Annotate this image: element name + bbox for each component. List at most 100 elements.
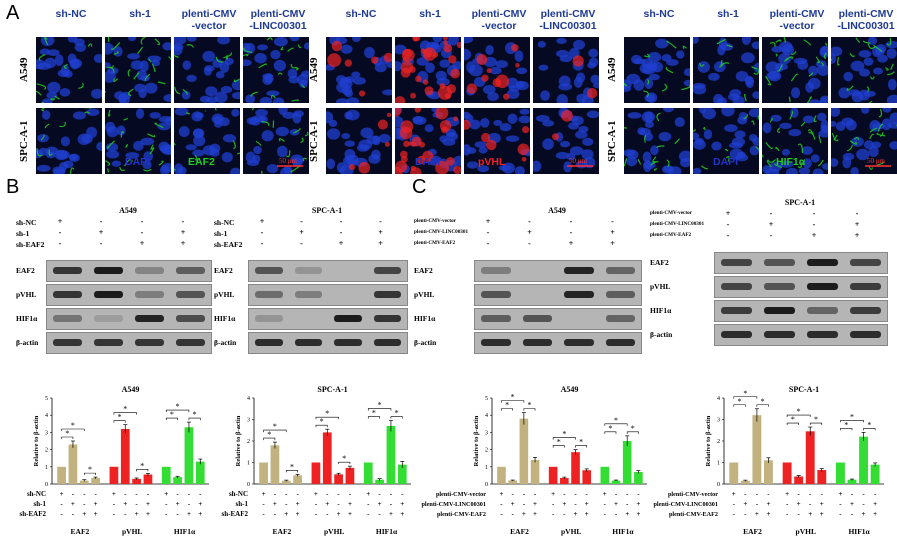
- condition-sign: -: [839, 510, 842, 518]
- marker-signal: [450, 68, 460, 79]
- condition-sign: -: [726, 231, 730, 240]
- nucleus: [679, 157, 690, 168]
- significance-star: *: [608, 424, 612, 433]
- condition-sign: -: [726, 220, 730, 229]
- fluorescence-image: [762, 37, 828, 103]
- nucleus: [651, 61, 664, 73]
- significance-star: *: [814, 415, 818, 424]
- condition-sign: -: [855, 209, 859, 218]
- condition-sign: -: [260, 228, 264, 237]
- condition-sign: -: [769, 231, 773, 240]
- condition-sign: -: [140, 228, 144, 237]
- marker-signal: [486, 139, 497, 151]
- nucleus: [231, 79, 240, 91]
- nucleus: [802, 158, 812, 169]
- condition-sign: -: [337, 490, 340, 498]
- nucleus: [186, 37, 197, 42]
- marker-signal: [243, 47, 253, 53]
- condition-sign: -: [262, 500, 265, 508]
- condition-sign: -: [367, 500, 370, 508]
- fluorescence-image: [693, 37, 759, 103]
- marker-signal: [443, 40, 448, 46]
- marker-signal: [395, 96, 406, 103]
- bar: [600, 466, 610, 484]
- nucleus: [382, 89, 392, 96]
- stain-marker-label: HIF1α: [776, 156, 806, 168]
- nucleus: [744, 75, 754, 86]
- marker-signal: [868, 166, 874, 170]
- bar: [560, 477, 569, 484]
- marker-signal: [624, 158, 628, 167]
- condition-sign: -: [135, 500, 138, 508]
- nucleus: [52, 168, 66, 174]
- nucleus: [644, 132, 654, 142]
- marker-signal: [703, 126, 706, 131]
- condition-sign: +: [614, 500, 618, 508]
- marker-signal: [790, 51, 797, 55]
- condition-sign: -: [637, 490, 640, 498]
- condition-label: sh-1: [34, 500, 47, 508]
- nucleus: [47, 49, 60, 57]
- marker-signal: [395, 108, 402, 117]
- nucleus: [149, 112, 161, 119]
- category-label: HIF1α: [848, 527, 870, 536]
- significance-bracket: [786, 422, 799, 426]
- chart-title: SPC-A-1: [789, 385, 819, 394]
- fluorescence-image-content: [105, 108, 171, 174]
- condition-sign: -: [367, 510, 370, 518]
- column-header: sh-NC: [345, 8, 377, 20]
- marker-signal: [818, 135, 822, 144]
- category-label: EAF2: [510, 527, 529, 536]
- protein-band: [94, 291, 123, 298]
- nucleus: [507, 113, 518, 124]
- condition-sign: -: [511, 490, 514, 498]
- condition-sign: -: [486, 239, 490, 248]
- nucleus: [436, 77, 450, 86]
- condition-sign: -: [300, 239, 303, 248]
- marker-signal: [290, 63, 297, 69]
- marker-signal: [266, 37, 273, 41]
- significance-star: *: [372, 409, 376, 418]
- significance-bracket: [501, 400, 525, 403]
- condition-sign: -: [140, 217, 144, 226]
- condition-sign: -: [401, 490, 404, 498]
- blot-strip: [474, 284, 642, 306]
- significance-star: *: [761, 397, 765, 406]
- significance-bracket: [756, 404, 769, 407]
- protein-label: β-actin: [16, 338, 39, 347]
- condition-sign: -: [58, 239, 62, 248]
- nucleus: [181, 90, 191, 100]
- marker-signal: [808, 132, 816, 140]
- condition-label: plenti-CMV-vector: [414, 218, 456, 224]
- bar: [782, 462, 792, 484]
- category-label: pVHL: [122, 527, 142, 536]
- nucleus: [464, 48, 472, 61]
- fluorescence-image: [624, 37, 690, 103]
- marker-signal: [876, 161, 884, 166]
- marker-signal: [656, 145, 665, 148]
- nucleus: [886, 94, 897, 103]
- marker-signal: [435, 108, 449, 120]
- y-tick-label: 0: [45, 482, 48, 488]
- nucleus: [230, 167, 240, 174]
- fluorescence-image-content: [464, 108, 530, 174]
- significance-star: *: [791, 415, 795, 424]
- significance-bracket: [840, 428, 853, 431]
- condition-sign: -: [390, 490, 393, 498]
- nucleus: [559, 140, 571, 148]
- bar: [582, 470, 592, 484]
- condition-label: plenti-CMV-EAF2: [437, 511, 486, 518]
- condition-sign: -: [574, 490, 577, 498]
- condition-sign: +: [338, 239, 344, 248]
- marker-signal: [125, 143, 129, 148]
- fluorescence-image-content: [693, 108, 759, 174]
- nucleus: [213, 116, 223, 124]
- marker-signal: [442, 37, 448, 41]
- nucleus: [860, 108, 870, 114]
- significance-bracket: [367, 416, 380, 419]
- nucleus: [378, 133, 391, 143]
- blot-title: SPC-A-1: [784, 198, 816, 207]
- condition-sign: -: [528, 239, 531, 248]
- condition-sign: -: [851, 510, 854, 518]
- condition-label: plenti-CMV-vector: [650, 210, 692, 216]
